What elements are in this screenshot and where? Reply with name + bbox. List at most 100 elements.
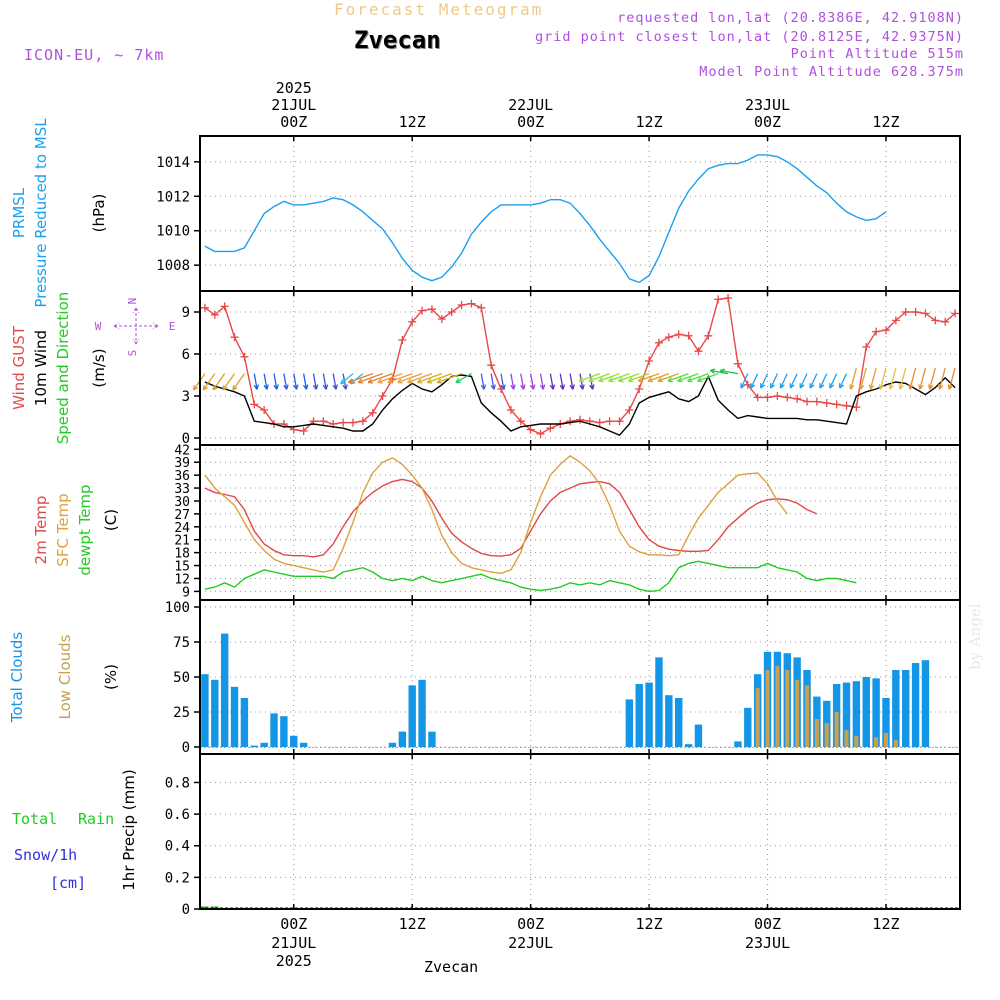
wind-arrow-head [332,384,339,390]
wind-arrow-head [293,384,299,390]
wind-arrow [377,372,403,384]
gust-marker [704,331,713,340]
wind-arrow [829,373,838,389]
wind-arrow-head [407,378,413,384]
total-cloud-bar [635,684,643,747]
total-cloud-bar [852,681,861,747]
total-cloud-bar [744,707,752,747]
wind-arrow [697,372,719,382]
wind-arrow [530,373,535,390]
wind-arrow-head [598,377,604,383]
y-tick-label: 0.2 [165,870,190,886]
temp-2m-label: 2m Temp [32,496,50,565]
gust-marker [487,361,496,370]
wind-arrow [909,367,917,390]
gust-marker [931,316,940,325]
wind-arrow [710,369,729,375]
panel-frame [199,753,961,910]
top-date-label: 22JUL [508,96,553,114]
precip-snow-label: Snow/1h [14,846,77,864]
wind-arrow [869,367,877,390]
wind-arrow-head [397,378,403,384]
gust-marker [684,331,693,340]
wind-arrow [667,372,689,382]
top-tick-label: 00Z [280,113,307,131]
y-tick-label: 33 [174,482,190,497]
gust-marker [526,425,535,434]
wind-arrow [578,372,600,382]
total-cloud-bar [280,716,288,747]
compass-w: W [95,320,102,333]
wind-arrow-head [500,384,506,390]
gust-marker [220,302,229,311]
compass-rose: N S W E [95,298,176,357]
compass-s: S [126,350,139,357]
y-tick-label: 15 [174,560,190,575]
gust-marker [576,415,584,424]
total-cloud-bar [290,735,298,747]
low-cloud-bar [795,679,800,747]
wind-arrow [608,372,630,382]
wind-arrow-head [588,377,594,383]
wind-arrow-head [342,384,348,390]
y-tick-label: 39 [174,456,190,471]
wind-arrow [407,372,433,384]
wind-arrow-head [579,384,585,390]
y-tick-label: 100 [165,600,190,616]
wind-arrow [819,373,828,389]
wind-arrow-head [878,384,885,390]
wind-arrow [202,373,216,391]
pressure-unit: (hPa) [90,194,108,233]
wind-arrow-head [750,383,756,389]
gust-marker [615,417,624,426]
temp-dewpt-label: dewpt Temp [76,484,94,575]
wind-arrow [850,367,857,390]
wind-arrow-head [627,377,634,383]
gust-marker [803,397,812,406]
wind-arrow-head [719,368,726,374]
bottom-tick-label: 12Z [399,915,426,933]
wind-arrow-head [637,377,644,383]
wind-arrow [397,372,423,384]
wind-arrow [520,373,525,390]
total-cloud-bar [694,724,703,747]
gust-marker [368,408,377,417]
total-cloud-bar [260,742,268,747]
wind-arrow [367,372,393,384]
wind-arrow-head [908,384,914,390]
total-cloud-bar [842,682,851,747]
low-cloud-bar [814,719,819,747]
gust-marker [941,317,950,326]
gust-marker [299,427,308,435]
y-tick-label: 27 [174,508,190,523]
wind-arrow-head [839,383,845,389]
gust-marker [793,394,802,403]
total-cloud-bar [872,678,880,747]
wind-arrow-head [779,383,785,389]
total-cloud-bar [428,731,436,747]
wind-arrow [919,367,927,390]
wind-arrow [799,373,808,389]
y-tick-label: 18 [174,547,190,562]
wind-arrow [417,372,443,384]
bottom-tick-label: 00Z [280,915,307,933]
wind-arrow-head [490,384,496,390]
wind-arrow [302,373,308,390]
wind-arrow-head [868,384,875,390]
low-cloud-bar [834,712,839,747]
wind-gust-label: Wind GUST [10,325,28,410]
wind-arrow [839,373,848,389]
top-year-label: 2025 [276,79,312,97]
wind-arrow [750,373,759,389]
compass-e: E [169,320,176,333]
wind-arrow-head [480,384,487,390]
point-altitude: Point Altitude 515m [790,46,964,62]
gust-marker [546,424,555,433]
gust-marker [319,417,328,426]
series-sfc-temp [204,454,788,575]
wind-arrow-head [647,377,654,383]
wind-arrow [480,373,485,390]
grid-point-coords: grid point closest lon,lat (20.8125E, 42… [534,29,964,45]
wind-arrow-head [608,377,614,383]
wind-arrow-head [367,378,374,384]
